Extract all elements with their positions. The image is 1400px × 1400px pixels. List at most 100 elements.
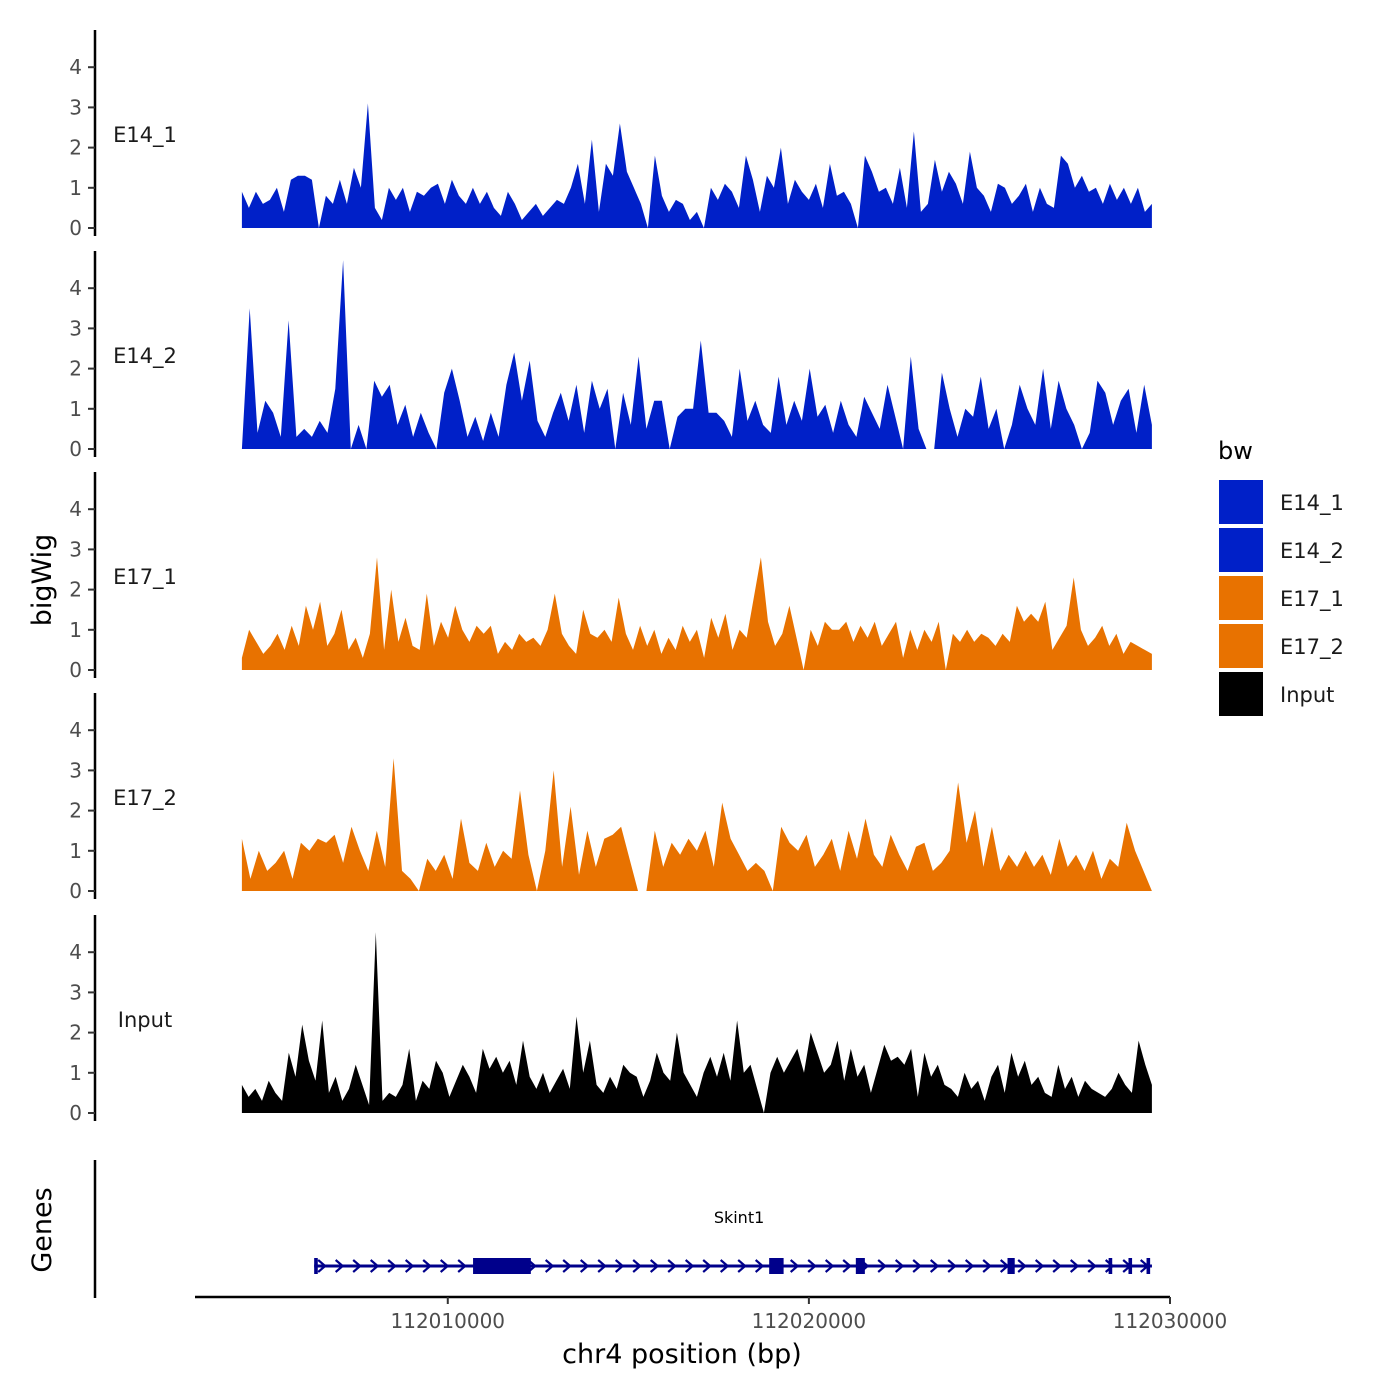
gene-exon (473, 1258, 531, 1274)
strand-arrow (894, 1259, 905, 1273)
strand-arrow (1104, 1259, 1115, 1273)
legend-swatch-input (1219, 672, 1263, 716)
strand-arrow (632, 1259, 642, 1273)
y-axis-title: bigWig (27, 534, 58, 627)
strand-arrow (877, 1259, 887, 1273)
y-tick-label: 4 (69, 55, 82, 79)
gene-exon (1128, 1258, 1133, 1274)
coverage-area-e17-2 (241, 758, 1152, 891)
coverage-area-e14-2 (241, 260, 1152, 449)
y-tick-label: 2 (69, 357, 82, 381)
gene-exon (1007, 1258, 1015, 1274)
y-tick-label: 0 (69, 1101, 82, 1125)
strand-arrow (597, 1259, 607, 1273)
strand-arrow (562, 1259, 572, 1273)
strand-arrow (1034, 1259, 1045, 1273)
strand-arrow (649, 1259, 660, 1273)
strand-arrow (982, 1259, 992, 1273)
strand-arrow (334, 1259, 345, 1273)
panel-label-e14-1: E14_1 (113, 123, 177, 148)
legend-swatch-e17-2 (1219, 624, 1263, 668)
gene-exon (314, 1258, 318, 1274)
legend: bw E14_1 E14_2 E17_1 E17_2 Input (1218, 437, 1344, 716)
coverage-area-e17-1 (241, 557, 1152, 670)
strand-arrow (544, 1259, 555, 1273)
strand-arrow (1052, 1259, 1062, 1273)
strand-arrow (352, 1259, 362, 1273)
gene-exon (855, 1258, 865, 1274)
legend-label-input: Input (1280, 683, 1334, 707)
y-tick-label: 3 (69, 316, 82, 340)
strand-arrow (614, 1259, 625, 1273)
strand-arrow (807, 1259, 817, 1273)
y-tick-label: 1 (69, 397, 82, 421)
x-tick-label: 112020000 (752, 1309, 867, 1333)
strand-arrow (754, 1259, 765, 1273)
x-axis: 112010000 112020000 112030000 (195, 1295, 1228, 1333)
strand-arrow (737, 1259, 747, 1273)
y-tick-label: 3 (69, 537, 82, 561)
legend-swatch-e14-2 (1219, 528, 1263, 572)
bigwig-panels: 0 1 2 3 4 E14_1 0 1 2 3 4 E14_2 0 1 2 3 4 E17_1 0 1 2 3 4 E17_2… (69, 30, 1152, 1125)
strand-arrow (929, 1259, 940, 1273)
y-tick-label: 1 (69, 176, 82, 200)
panel-label-e17-1: E17_1 (113, 565, 177, 590)
panel-e14-1: 0 1 2 3 4 E14_1 (69, 30, 1152, 240)
panel-e17-1: 0 1 2 3 4 E17_1 (69, 472, 1152, 682)
y-tick-label: 2 (69, 578, 82, 602)
gene-exon (1108, 1258, 1113, 1274)
strand-arrow (1069, 1259, 1080, 1273)
x-axis-title: chr4 position (bp) (562, 1339, 802, 1370)
x-tick-label: 112030000 (1113, 1309, 1228, 1333)
strand-arrow (439, 1259, 450, 1273)
y-tick-label: 3 (69, 980, 82, 1004)
legend-label-e14-2: E14_2 (1280, 539, 1344, 564)
strand-arrow (404, 1259, 415, 1273)
strand-arrow (457, 1259, 467, 1273)
y-tick-label: 0 (69, 658, 82, 682)
y-tick-label: 2 (69, 1021, 82, 1045)
panel-label-input: Input (118, 1008, 172, 1032)
y-tick-label: 1 (69, 1061, 82, 1085)
y-tick-label: 0 (69, 879, 82, 903)
strand-arrow (1087, 1259, 1097, 1273)
strand-arrow (1017, 1259, 1027, 1273)
y-tick-label: 2 (69, 136, 82, 160)
y-tick-label: 3 (69, 95, 82, 119)
genes-track-title: Genes (27, 1187, 58, 1272)
y-tick-label: 0 (69, 216, 82, 240)
strand-arrow (719, 1259, 730, 1273)
gene-exon (1146, 1258, 1151, 1274)
y-tick-label: 3 (69, 758, 82, 782)
legend-label-e17-2: E17_2 (1280, 635, 1344, 660)
y-tick-label: 4 (69, 497, 82, 521)
legend-swatch-e17-1 (1219, 576, 1263, 620)
panel-e14-2: 0 1 2 3 4 E14_2 (69, 251, 1152, 461)
strand-arrow (912, 1259, 922, 1273)
strand-arrow (702, 1259, 712, 1273)
strand-arrow (964, 1259, 975, 1273)
y-tick-label: 1 (69, 839, 82, 863)
panel-e17-2: 0 1 2 3 4 E17_2 (69, 693, 1152, 903)
legend-title: bw (1218, 437, 1253, 465)
gene-name-label: Skint1 (714, 1208, 764, 1227)
y-tick-label: 4 (69, 276, 82, 300)
genes-track: Skint1 (93, 1160, 1152, 1298)
y-tick-label: 2 (69, 799, 82, 823)
panel-label-e17-2: E17_2 (113, 786, 177, 811)
panel-label-e14-2: E14_2 (113, 344, 177, 369)
legend-swatch-e14-1 (1219, 480, 1263, 524)
y-tick-label: 1 (69, 618, 82, 642)
strand-arrow (317, 1259, 327, 1273)
strand-arrow (422, 1259, 432, 1273)
strand-arrow (579, 1259, 590, 1273)
x-tick-label: 112010000 (391, 1309, 506, 1333)
strand-arrow (369, 1259, 380, 1273)
strand-arrow (789, 1259, 800, 1273)
y-tick-label: 4 (69, 940, 82, 964)
coverage-area-e14-1 (241, 103, 1152, 228)
strand-arrow (667, 1259, 677, 1273)
strand-arrow (842, 1259, 852, 1273)
y-tick-label: 4 (69, 718, 82, 742)
